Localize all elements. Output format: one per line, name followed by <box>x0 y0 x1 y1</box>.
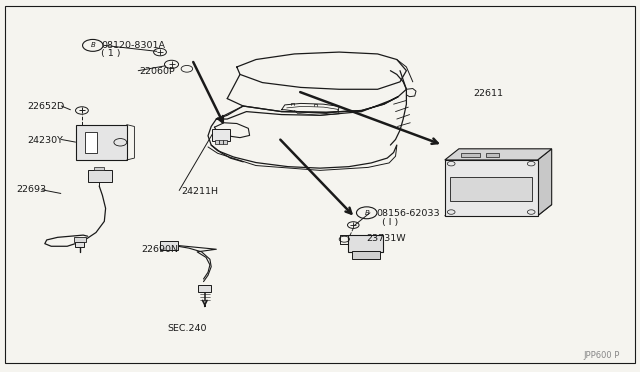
Bar <box>212 129 230 141</box>
Text: SEC.240: SEC.240 <box>167 324 207 333</box>
Polygon shape <box>445 149 552 160</box>
Polygon shape <box>445 160 538 216</box>
Bar <box>352 251 380 259</box>
Bar <box>215 140 219 144</box>
Bar <box>348 235 383 252</box>
Bar <box>76 125 127 160</box>
Bar <box>74 237 86 242</box>
Text: ( 1 ): ( 1 ) <box>101 49 120 58</box>
Text: 22611: 22611 <box>474 89 504 97</box>
Bar <box>461 153 480 157</box>
Bar <box>88 170 112 182</box>
Text: ( I ): ( I ) <box>382 218 398 227</box>
Bar <box>450 177 532 201</box>
Text: 22693: 22693 <box>16 185 46 194</box>
Text: B: B <box>90 42 95 48</box>
Text: B: B <box>364 210 369 216</box>
Bar <box>160 241 178 250</box>
Text: 08156-62033: 08156-62033 <box>376 209 440 218</box>
Text: 24211H: 24211H <box>181 187 218 196</box>
Text: 23731W: 23731W <box>366 234 406 243</box>
Text: 22060P: 22060P <box>140 67 175 76</box>
Bar <box>75 242 84 247</box>
Text: JPP600 P: JPP600 P <box>583 351 620 360</box>
Bar <box>223 140 227 144</box>
Bar <box>198 285 211 292</box>
Text: 08120-8301A: 08120-8301A <box>101 41 165 50</box>
Bar <box>94 167 104 170</box>
Bar <box>219 140 223 144</box>
Polygon shape <box>445 205 552 216</box>
Text: 22652D: 22652D <box>27 102 64 111</box>
Polygon shape <box>538 149 552 216</box>
Text: 24230Y: 24230Y <box>27 136 63 145</box>
Bar <box>486 153 499 157</box>
Text: 22690N: 22690N <box>141 246 178 254</box>
Bar <box>85 132 97 153</box>
